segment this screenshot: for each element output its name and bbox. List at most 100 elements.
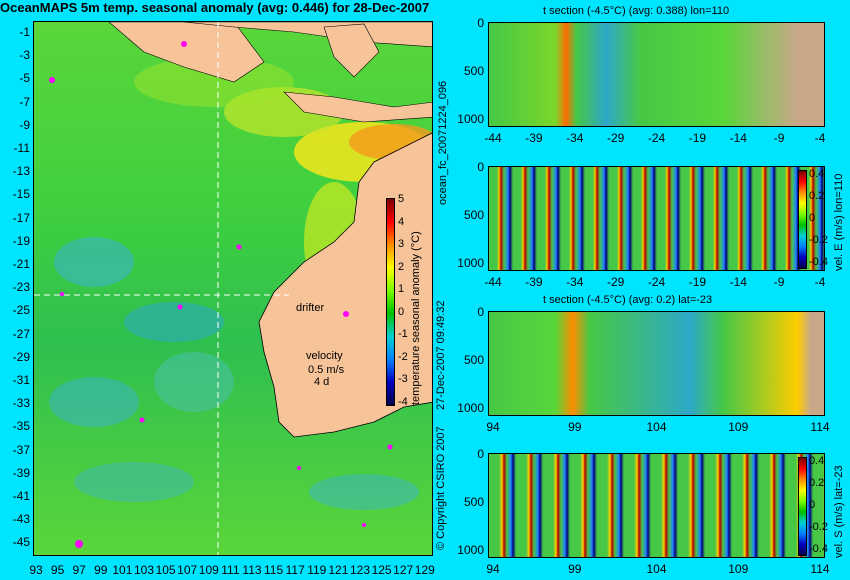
map-colorbar-label: temperature seasonal anomaly (°C)	[410, 231, 422, 405]
lon-tick: 117	[285, 563, 305, 577]
lon-tick: 107	[177, 563, 198, 577]
section-x-tick: -4	[814, 131, 826, 145]
lat-tick: -41	[12, 489, 30, 503]
lat-tick: -37	[12, 442, 30, 457]
section-panel-1[interactable]	[488, 22, 825, 127]
section-colorbar-4	[798, 457, 807, 556]
section-x-tick: -29	[606, 131, 625, 145]
section-colorbar-tick: 0	[809, 499, 816, 511]
section-x-tick: 94	[486, 562, 500, 576]
map-colorbar-tick: -3	[398, 373, 408, 385]
anomaly-map[interactable]: drifter velocity 0.5 m/s 4 d	[33, 21, 433, 556]
lon-tick: 125	[371, 563, 392, 577]
map-colorbar-tick: 1	[398, 283, 405, 295]
section-x-tick: -34	[566, 275, 584, 289]
section-x-tick: 109	[728, 562, 749, 576]
section-title-1: t section (-4.5°C) (avg: 0.388) lon=110	[543, 5, 730, 17]
section-colorbar-tick: 0.2	[809, 477, 825, 489]
lon-tick: 115	[264, 563, 284, 577]
lon-tick: 119	[307, 563, 327, 577]
lat-tick: -45	[12, 535, 30, 550]
map-colorbar-tick: -1	[398, 328, 408, 340]
section-x-tick: 109	[728, 420, 749, 434]
section-colorbar-tick: -0.4	[809, 543, 828, 555]
section-x-tick: 104	[646, 562, 667, 576]
lat-tick: -21	[12, 257, 30, 271]
section-x-tick: -39	[525, 131, 543, 145]
lon-tick: 127	[393, 563, 414, 577]
section-colorbar-tick: -0.2	[809, 234, 828, 246]
lat-tick: -3	[19, 48, 30, 63]
section-y-tick: 1000	[457, 256, 484, 270]
section-y-tick: 1000	[457, 112, 484, 126]
section-colorbar-tick: 0	[809, 212, 816, 224]
velocity-time: 4 d	[314, 376, 330, 388]
map-colorbar-tick: 5	[398, 193, 405, 205]
map-colorbar-tick: -4	[398, 395, 408, 408]
lon-tick: 103	[133, 563, 155, 577]
map-colorbar-tick: 2	[398, 260, 405, 273]
map-colorbar-tick: 3	[398, 238, 405, 250]
section-panel-2[interactable]	[488, 166, 825, 271]
lon-tick: 123	[349, 563, 371, 577]
section-x-tick: -44	[484, 275, 502, 289]
section-y-tick: 0	[477, 16, 484, 30]
lon-tick: 95	[50, 563, 65, 577]
velocity-scale: 0.5 m/s	[308, 364, 345, 376]
section-title-3: t section (-4.5°C) (avg: 0.2) lat=-23	[543, 294, 713, 306]
lat-tick: -7	[19, 94, 30, 109]
file-id-label: ocean_fc_20071224_096	[437, 80, 449, 205]
lon-tick: 113	[242, 563, 262, 577]
section-panel-4[interactable]	[488, 453, 825, 558]
section-x-tick: -9	[773, 131, 785, 145]
section-y-tick: 0	[477, 305, 484, 319]
section-x-tick: 94	[486, 420, 500, 434]
section-colorbar-tick: -0.2	[809, 521, 828, 533]
map-colorbar-tick: 0	[398, 305, 405, 318]
lon-tick: 97	[72, 563, 86, 577]
section-panel-3[interactable]	[488, 311, 825, 416]
drifter-label: drifter	[296, 302, 325, 314]
section-y-tick: 1000	[457, 401, 484, 415]
section-colorbar-label-2: vel. E (m/s) lon=110	[833, 173, 845, 271]
lon-tick: 99	[94, 563, 108, 577]
lat-tick: -9	[19, 117, 30, 132]
copyright-label: © Copyright CSIRO 2007	[435, 426, 447, 550]
page-title: OceanMAPS 5m temp. seasonal anomaly (avg…	[0, 0, 430, 15]
section-x-tick: -34	[566, 131, 584, 145]
lat-tick: -5	[19, 71, 30, 86]
section-x-tick: 99	[568, 420, 582, 434]
section-x-tick: -39	[525, 275, 543, 289]
section-colorbar-label-4: vel. S (m/s) lat=-23	[833, 465, 845, 558]
section-colorbar-2	[798, 170, 807, 269]
section-x-tick: 104	[646, 420, 667, 434]
section-x-tick: 114	[810, 562, 830, 576]
lon-tick: 105	[155, 563, 176, 577]
lat-tick: -39	[12, 465, 30, 480]
section-y-tick: 500	[463, 64, 484, 78]
section-x-tick: -9	[773, 275, 785, 289]
section-y-tick: 500	[463, 353, 484, 367]
lat-tick: -1	[19, 25, 30, 39]
lon-tick: 111	[221, 563, 240, 577]
section-x-tick: 99	[568, 562, 582, 576]
section-x-tick: -19	[688, 275, 707, 289]
lat-tick: -25	[12, 303, 30, 318]
section-x-tick: -4	[814, 275, 826, 289]
section-y-tick: 1000	[457, 543, 484, 557]
section-x-tick: -14	[729, 275, 747, 289]
lat-tick: -35	[12, 419, 30, 434]
lat-tick: -13	[12, 164, 30, 179]
lat-tick: -43	[12, 512, 30, 527]
map-colorbar-tick: 4	[398, 215, 405, 228]
velocity-label: velocity	[306, 350, 343, 362]
section-colorbar-tick: -0.4	[809, 256, 828, 268]
section-x-tick: -24	[647, 131, 666, 145]
section-colorbar-tick: 0.2	[809, 190, 825, 202]
lon-tick: 129	[414, 563, 435, 577]
lat-tick: -11	[13, 141, 30, 155]
section-x-tick: -24	[647, 275, 666, 289]
section-x-tick: 114	[810, 420, 830, 434]
lat-tick: -19	[12, 233, 30, 248]
section-x-tick: -14	[729, 131, 747, 145]
